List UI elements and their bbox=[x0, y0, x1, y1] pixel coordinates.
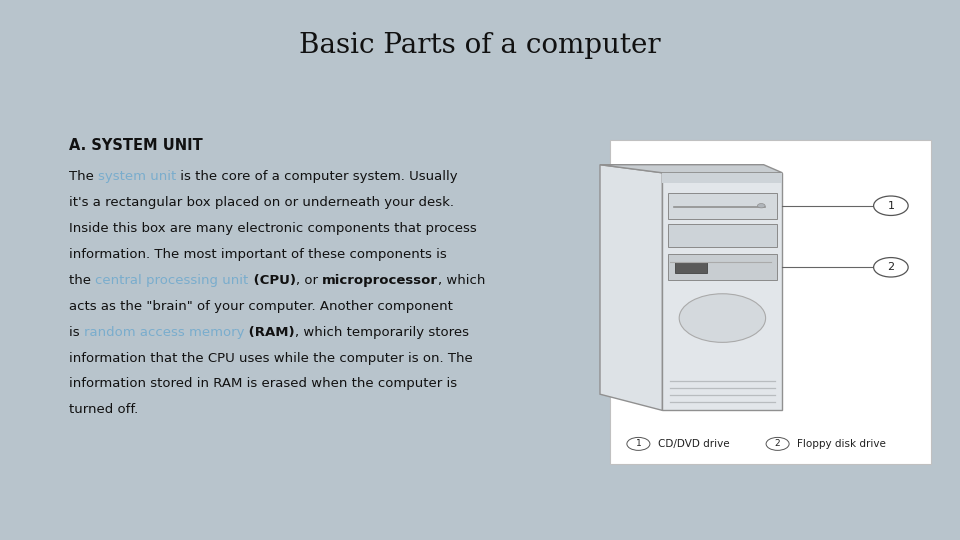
Text: (CPU): (CPU) bbox=[249, 274, 296, 287]
Text: random access memory: random access memory bbox=[84, 326, 245, 339]
Polygon shape bbox=[600, 165, 662, 410]
Text: is the core of a computer system. Usually: is the core of a computer system. Usuall… bbox=[177, 170, 458, 183]
Text: , which: , which bbox=[438, 274, 485, 287]
Text: , or: , or bbox=[296, 274, 322, 287]
FancyBboxPatch shape bbox=[662, 173, 782, 183]
FancyBboxPatch shape bbox=[610, 140, 931, 464]
Circle shape bbox=[680, 294, 766, 342]
Text: system unit: system unit bbox=[98, 170, 177, 183]
Text: information. The most important of these components is: information. The most important of these… bbox=[69, 248, 446, 261]
FancyBboxPatch shape bbox=[668, 224, 777, 247]
Polygon shape bbox=[675, 262, 707, 273]
Text: acts as the "brain" of your computer. Another component: acts as the "brain" of your computer. An… bbox=[69, 300, 453, 313]
Text: turned off.: turned off. bbox=[69, 403, 138, 416]
Text: The: The bbox=[69, 170, 98, 183]
Text: 2: 2 bbox=[775, 440, 780, 448]
FancyBboxPatch shape bbox=[668, 193, 777, 219]
Text: (RAM): (RAM) bbox=[245, 326, 295, 339]
Text: 2: 2 bbox=[887, 262, 895, 272]
Circle shape bbox=[627, 437, 650, 450]
Polygon shape bbox=[600, 165, 782, 173]
Text: information that the CPU uses while the computer is on. The: information that the CPU uses while the … bbox=[69, 352, 473, 365]
Text: Basic Parts of a computer: Basic Parts of a computer bbox=[300, 32, 660, 59]
Circle shape bbox=[766, 437, 789, 450]
Text: 1: 1 bbox=[636, 440, 641, 448]
Text: , which temporarily stores: , which temporarily stores bbox=[295, 326, 469, 339]
FancyBboxPatch shape bbox=[668, 254, 777, 280]
Text: microprocessor: microprocessor bbox=[322, 274, 438, 287]
Circle shape bbox=[874, 196, 908, 215]
FancyBboxPatch shape bbox=[662, 173, 782, 410]
Text: information stored in RAM is erased when the computer is: information stored in RAM is erased when… bbox=[69, 377, 457, 390]
Text: CD/DVD drive: CD/DVD drive bbox=[658, 439, 730, 449]
Circle shape bbox=[874, 258, 908, 277]
Text: 1: 1 bbox=[887, 201, 895, 211]
Text: it's a rectangular box placed on or underneath your desk.: it's a rectangular box placed on or unde… bbox=[69, 196, 454, 209]
Text: Inside this box are many electronic components that process: Inside this box are many electronic comp… bbox=[69, 222, 477, 235]
Text: A. SYSTEM UNIT: A. SYSTEM UNIT bbox=[69, 138, 203, 153]
Text: Floppy disk drive: Floppy disk drive bbox=[797, 439, 886, 449]
Text: the: the bbox=[69, 274, 95, 287]
Text: is: is bbox=[69, 326, 84, 339]
Circle shape bbox=[757, 204, 765, 208]
Text: central processing unit: central processing unit bbox=[95, 274, 249, 287]
